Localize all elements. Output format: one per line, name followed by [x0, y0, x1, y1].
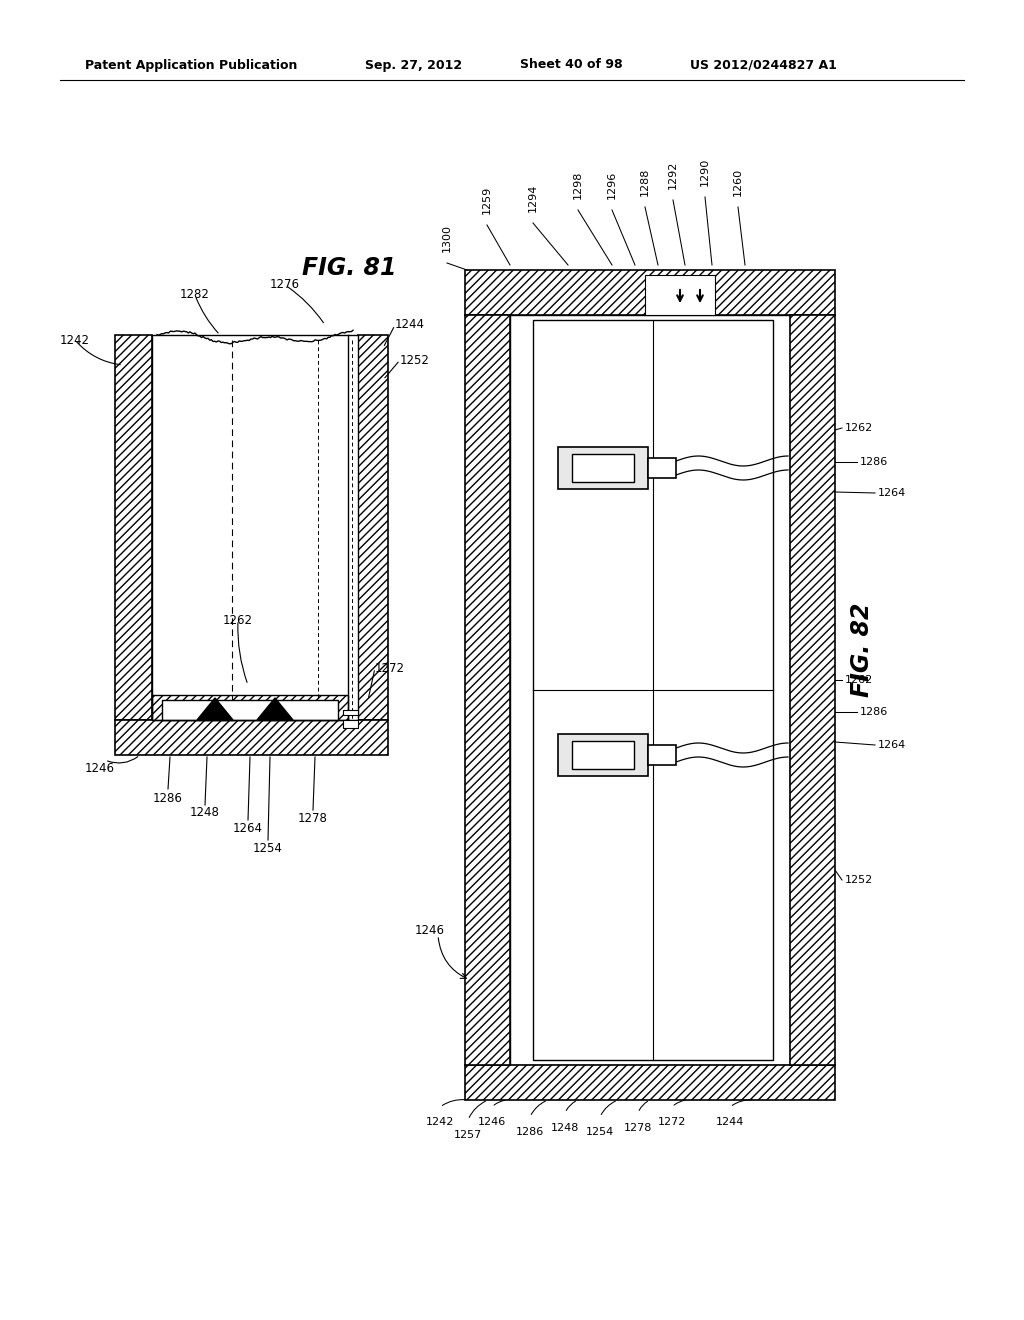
Text: FIG. 82: FIG. 82	[850, 603, 874, 697]
Text: 1254: 1254	[586, 1127, 614, 1137]
Bar	[572, 454, 634, 482]
Text: 1264: 1264	[878, 741, 906, 750]
Text: 1288: 1288	[640, 168, 650, 197]
Text: Patent Application Publication: Patent Application Publication	[85, 58, 297, 71]
Text: 1242: 1242	[426, 1117, 455, 1127]
Text: 1246: 1246	[478, 1117, 506, 1127]
Text: 1300: 1300	[442, 224, 452, 252]
Text: 1246: 1246	[85, 762, 115, 775]
Text: Sep. 27, 2012: Sep. 27, 2012	[365, 58, 462, 71]
Text: 1272: 1272	[375, 661, 406, 675]
Polygon shape	[197, 698, 233, 719]
Text: 1254: 1254	[253, 842, 283, 854]
Text: 1260: 1260	[733, 168, 743, 197]
Bar	[152, 335, 348, 719]
Text: 1298: 1298	[573, 170, 583, 199]
Bar	[465, 315, 510, 1065]
Bar	[348, 335, 358, 719]
Bar	[343, 719, 358, 729]
Text: 1244: 1244	[716, 1117, 744, 1127]
Text: 1262: 1262	[845, 422, 873, 433]
Text: 1296: 1296	[607, 170, 617, 199]
Bar	[115, 719, 388, 755]
Text: 1286: 1286	[860, 457, 888, 467]
Bar	[152, 335, 358, 719]
Text: 1278: 1278	[624, 1123, 652, 1133]
Text: 1252: 1252	[845, 875, 873, 884]
Text: 1282: 1282	[180, 289, 210, 301]
Bar	[162, 700, 338, 719]
Text: 1252: 1252	[400, 354, 430, 367]
Text: 1294: 1294	[528, 183, 538, 213]
Bar	[358, 335, 388, 719]
Text: FIG. 81: FIG. 81	[302, 256, 396, 280]
Text: US 2012/0244827 A1: US 2012/0244827 A1	[690, 58, 837, 71]
Text: 1292: 1292	[668, 161, 678, 189]
Bar	[648, 744, 676, 766]
Text: 1242: 1242	[60, 334, 90, 346]
Bar	[648, 458, 676, 478]
Bar	[465, 271, 835, 315]
Text: 1278: 1278	[298, 812, 328, 825]
Text: Sheet 40 of 98: Sheet 40 of 98	[520, 58, 623, 71]
Bar	[465, 1065, 835, 1100]
Bar	[558, 734, 648, 776]
Text: 1272: 1272	[657, 1117, 686, 1127]
Bar	[510, 315, 790, 1065]
Text: 1264: 1264	[878, 488, 906, 498]
Text: 1276: 1276	[270, 279, 300, 292]
Text: 1262: 1262	[223, 614, 253, 627]
Bar	[152, 696, 348, 719]
Text: 1286: 1286	[516, 1127, 544, 1137]
Bar	[343, 710, 358, 715]
Bar	[115, 335, 152, 719]
Polygon shape	[257, 698, 293, 719]
Text: 1264: 1264	[233, 821, 263, 834]
Text: 1244: 1244	[395, 318, 425, 331]
Text: 1259: 1259	[482, 186, 492, 214]
Text: 1286: 1286	[860, 708, 888, 717]
Text: 1257: 1257	[454, 1130, 482, 1140]
Text: 1290: 1290	[700, 158, 710, 186]
Text: 1262: 1262	[845, 675, 873, 685]
Bar	[534, 319, 773, 1060]
Text: 1286: 1286	[153, 792, 183, 804]
Text: 1248: 1248	[190, 807, 220, 820]
Text: 1248: 1248	[551, 1123, 580, 1133]
Text: 1246: 1246	[415, 924, 445, 936]
Bar	[790, 315, 835, 1065]
Bar	[558, 447, 648, 488]
Bar	[572, 741, 634, 770]
Bar	[645, 275, 715, 315]
